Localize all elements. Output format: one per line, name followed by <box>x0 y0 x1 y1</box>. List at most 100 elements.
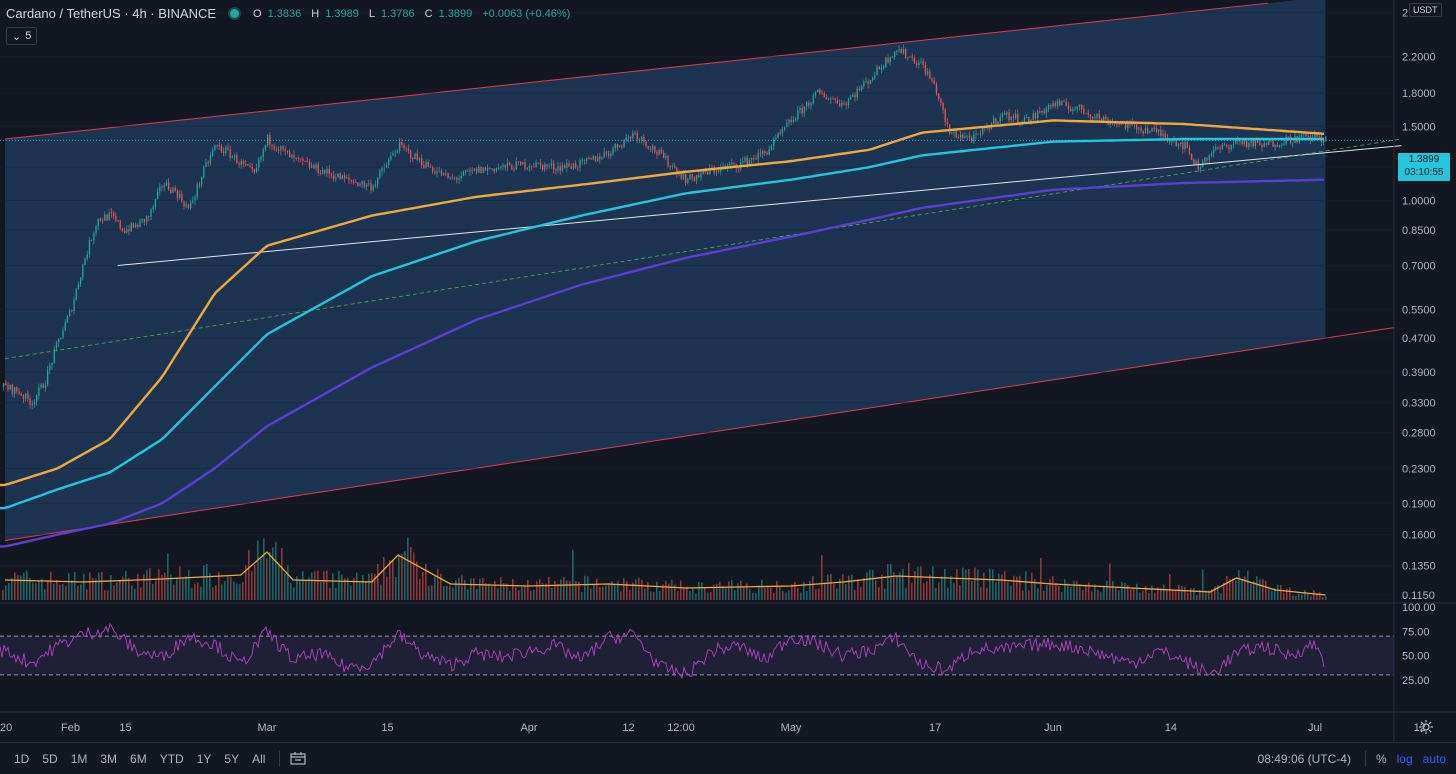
volume-bar <box>812 576 814 600</box>
volume-bar <box>779 586 781 600</box>
candle-body <box>25 393 27 399</box>
volume-bar <box>698 581 700 600</box>
volume-bar <box>548 576 550 600</box>
range-1y-button[interactable]: 1Y <box>196 751 212 766</box>
volume-bar <box>1100 592 1102 600</box>
volume-bar <box>110 574 112 600</box>
time-tick-label: 15 <box>119 722 131 734</box>
candle-body <box>82 264 84 278</box>
price-tick-label: 0.4700 <box>1402 333 1436 345</box>
low-label: L <box>368 7 375 20</box>
volume-bar <box>1049 579 1051 600</box>
volume-bar <box>701 582 703 600</box>
ema-mid-line <box>0 137 1324 510</box>
volume-bar <box>140 587 142 600</box>
auto-scale-button[interactable]: auto <box>1422 751 1446 766</box>
candle-body <box>337 173 339 178</box>
range-1m-button[interactable]: 1M <box>70 751 88 766</box>
candle-body <box>1015 113 1017 119</box>
range-5d-button[interactable]: 5D <box>42 751 58 766</box>
candle-body <box>1239 141 1241 143</box>
range-ytd-button[interactable]: YTD <box>159 751 184 766</box>
volume-bar <box>662 584 664 600</box>
volume-bar <box>11 578 13 600</box>
candle-body <box>214 145 216 151</box>
volume-bar <box>743 587 745 600</box>
volume-bar <box>1250 583 1252 600</box>
candle-body <box>36 395 38 403</box>
volume-bar <box>236 583 238 600</box>
volume-bar <box>629 590 631 600</box>
volume-bar <box>386 576 388 600</box>
symbol-title[interactable]: Cardano / TetherUS · 4h · BINANCE <box>6 6 217 21</box>
candle-body <box>170 189 172 193</box>
candle-body <box>920 61 922 63</box>
volume-bar <box>866 572 868 600</box>
candle-body <box>115 216 117 221</box>
candle-body <box>781 129 784 133</box>
indicator-lines <box>0 119 1402 548</box>
candle-body <box>806 102 808 107</box>
volume-bar <box>152 584 154 600</box>
calendar-range-icon[interactable] <box>290 752 307 765</box>
range-all-button[interactable]: All <box>252 751 266 766</box>
gear-icon[interactable] <box>1418 719 1434 735</box>
candle-body <box>432 167 434 172</box>
candle-body <box>1054 102 1056 106</box>
candle-body <box>531 165 533 167</box>
candle-body <box>75 289 77 300</box>
percent-scale-button[interactable]: % <box>1375 751 1387 766</box>
candle-body <box>258 159 260 168</box>
volume-bar <box>173 584 175 600</box>
candle-body <box>1032 113 1034 120</box>
volume-bar <box>623 578 625 600</box>
volume-bar <box>176 577 178 600</box>
volume-bar <box>155 580 157 600</box>
volume-bar <box>869 569 871 600</box>
volume-bar <box>254 565 256 600</box>
volume-bar <box>668 583 670 600</box>
volume-bar <box>203 565 205 600</box>
volume-bar <box>326 570 328 600</box>
clock[interactable]: 08:49:06 (UTC-4) <box>1257 751 1351 766</box>
candle-body <box>1259 142 1261 145</box>
volume-bar <box>434 576 436 600</box>
candle-body <box>878 66 880 70</box>
candle-body <box>238 163 240 165</box>
range-3m-button[interactable]: 3M <box>100 751 118 766</box>
candle-body <box>1052 102 1054 107</box>
volume-bar <box>98 572 100 600</box>
currency-label[interactable]: USDT <box>1409 3 1442 17</box>
volume-bar <box>1172 590 1174 600</box>
range-6m-button[interactable]: 6M <box>130 751 147 766</box>
volume-bar <box>716 583 718 600</box>
candle-body <box>1006 112 1008 115</box>
volume-bar <box>128 577 130 600</box>
volume-bar <box>557 583 559 600</box>
range-1d-button[interactable]: 1D <box>14 751 30 766</box>
candle-body <box>346 177 348 179</box>
candle-body <box>29 398 31 405</box>
candle-body <box>132 223 135 228</box>
candle-body <box>817 89 819 93</box>
volume-bar <box>665 580 667 600</box>
volume-bar <box>1136 583 1138 600</box>
log-scale-button[interactable]: log <box>1396 751 1413 766</box>
candle-body <box>44 384 47 388</box>
range-5y-button[interactable]: 5Y <box>224 751 240 766</box>
candle-body <box>1105 116 1107 120</box>
price-tick-label: 1.8000 <box>1402 88 1436 100</box>
candle-body <box>898 49 900 51</box>
volume-bar <box>71 580 73 600</box>
candle-body <box>333 175 335 179</box>
indicators-toggle-button[interactable]: ⌄ 5 <box>6 27 38 45</box>
volume-bar <box>503 582 505 600</box>
volume-bar <box>1139 592 1141 600</box>
volume-bar <box>917 566 919 600</box>
volume-bar <box>839 578 841 600</box>
volume-bar <box>167 553 169 600</box>
volume-bar <box>1148 592 1150 600</box>
candle-body <box>553 163 555 170</box>
volume-bar <box>407 537 409 600</box>
